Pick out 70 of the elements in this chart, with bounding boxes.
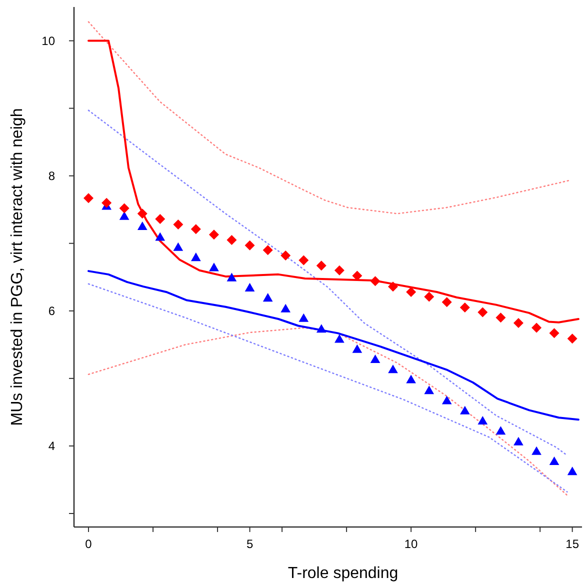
- point: [424, 292, 434, 302]
- point: [262, 245, 273, 256]
- point: [334, 265, 344, 276]
- point: [102, 198, 112, 208]
- point: [155, 232, 166, 241]
- point: [388, 364, 398, 374]
- point: [137, 221, 148, 230]
- x-tick-label: 0: [85, 537, 92, 551]
- point: [496, 426, 506, 435]
- point: [209, 262, 219, 272]
- x-tick-label: 5: [246, 537, 254, 551]
- point: [316, 260, 326, 271]
- point: [442, 297, 452, 308]
- point: [316, 324, 326, 333]
- point: [208, 230, 219, 240]
- point: [352, 270, 362, 281]
- point: [137, 208, 148, 219]
- point: [119, 211, 130, 220]
- point: [549, 456, 560, 466]
- point: [334, 334, 344, 343]
- point: [496, 312, 506, 323]
- point: [370, 276, 380, 286]
- point: [460, 406, 470, 414]
- point: [226, 272, 237, 282]
- point: [406, 286, 416, 297]
- point: [549, 328, 560, 338]
- point: [280, 250, 291, 261]
- point: [173, 219, 184, 230]
- point: [478, 416, 488, 424]
- point: [567, 466, 578, 476]
- point: [460, 302, 470, 313]
- y-tick-label: 10: [42, 34, 56, 48]
- line-series: [88, 283, 568, 493]
- point: [388, 282, 398, 292]
- x-axis-title: T-role spending: [288, 565, 398, 582]
- point: [244, 282, 255, 292]
- point: [262, 293, 273, 302]
- y-tick-label: 8: [48, 168, 56, 183]
- point: [513, 318, 524, 328]
- point: [244, 240, 255, 250]
- point: [424, 386, 434, 394]
- point: [352, 344, 362, 353]
- line-series: [88, 40, 580, 324]
- point: [226, 234, 237, 245]
- point: [190, 224, 201, 234]
- point: [442, 396, 452, 404]
- line-series: [88, 21, 570, 214]
- point: [532, 322, 542, 333]
- line-series: [88, 270, 580, 421]
- y-tick-label: 6: [48, 304, 56, 318]
- line-series: [88, 110, 568, 456]
- point: [155, 214, 166, 224]
- point: [190, 252, 201, 262]
- line-series: [88, 327, 568, 496]
- point: [173, 242, 184, 251]
- point: [370, 354, 380, 364]
- point: [406, 374, 416, 384]
- point: [119, 203, 130, 214]
- y-axis-title: MUs invested in PGG, virt interact with neigh: [9, 108, 26, 426]
- point: [478, 307, 488, 318]
- x-tick-label: 15: [566, 537, 580, 551]
- point: [298, 255, 309, 266]
- point: [298, 313, 309, 322]
- point: [532, 446, 542, 455]
- x-tick-label: 10: [404, 537, 418, 551]
- y-tick-label: 4: [48, 438, 56, 453]
- point: [567, 334, 578, 344]
- point: [84, 193, 94, 204]
- point: [280, 304, 291, 312]
- point: [514, 436, 524, 446]
